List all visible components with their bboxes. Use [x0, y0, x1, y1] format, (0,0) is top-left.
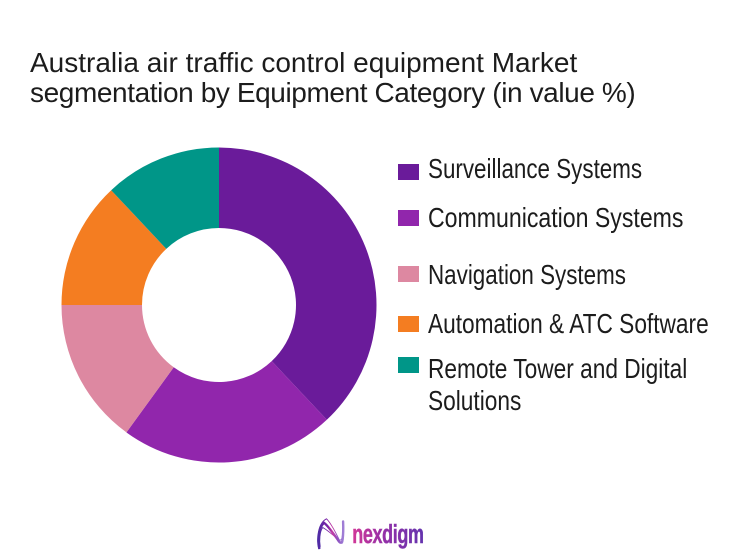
svg-text:nexdigm: nexdigm	[352, 520, 423, 549]
